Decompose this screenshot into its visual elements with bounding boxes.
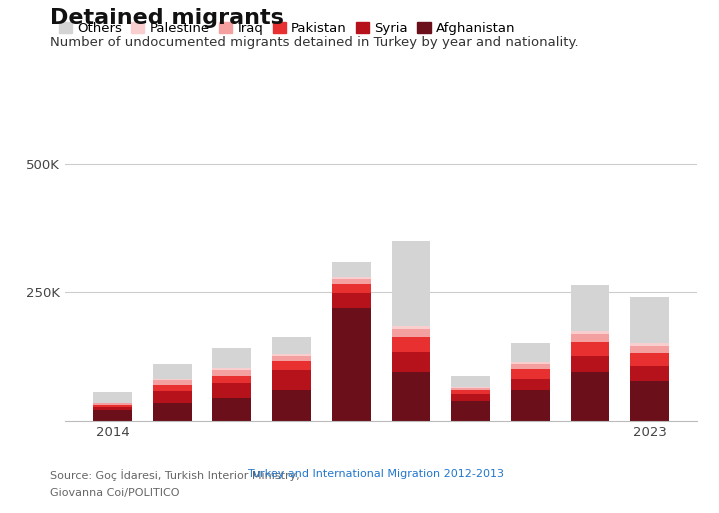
Bar bbox=[392, 372, 430, 421]
Bar bbox=[272, 338, 311, 354]
Bar bbox=[332, 277, 370, 279]
Bar bbox=[272, 370, 311, 390]
Bar bbox=[93, 410, 132, 421]
Bar bbox=[571, 342, 610, 356]
Bar bbox=[93, 403, 132, 405]
Bar bbox=[212, 370, 251, 376]
Bar bbox=[152, 379, 191, 380]
Bar bbox=[93, 407, 132, 410]
Bar bbox=[452, 394, 490, 401]
Bar bbox=[631, 297, 669, 343]
Bar bbox=[392, 352, 430, 372]
Text: Number of undocumented migrants detained in Turkey by year and nationality.: Number of undocumented migrants detained… bbox=[50, 36, 579, 49]
Bar bbox=[212, 368, 251, 370]
Bar bbox=[272, 361, 311, 370]
Bar bbox=[152, 391, 191, 403]
Bar bbox=[452, 387, 490, 388]
Bar bbox=[272, 390, 311, 421]
Bar bbox=[631, 381, 669, 421]
Legend: Others, Palestine, Iraq, Pakistan, Syria, Afghanistan: Others, Palestine, Iraq, Pakistan, Syria… bbox=[59, 22, 516, 35]
Bar bbox=[152, 403, 191, 421]
Bar bbox=[631, 353, 669, 366]
Bar bbox=[511, 379, 550, 390]
Bar bbox=[152, 364, 191, 379]
Bar bbox=[332, 279, 370, 284]
Bar bbox=[511, 369, 550, 379]
Bar bbox=[392, 242, 430, 326]
Bar bbox=[571, 331, 610, 334]
Bar bbox=[212, 376, 251, 383]
Bar bbox=[332, 262, 370, 277]
Bar bbox=[332, 293, 370, 308]
Bar bbox=[272, 356, 311, 361]
Bar bbox=[571, 285, 610, 331]
Bar bbox=[511, 362, 550, 364]
Bar bbox=[511, 343, 550, 362]
Bar bbox=[571, 334, 610, 342]
Bar bbox=[392, 337, 430, 352]
Bar bbox=[631, 346, 669, 353]
Bar bbox=[93, 405, 132, 407]
Bar bbox=[452, 376, 490, 387]
Bar bbox=[93, 392, 132, 403]
Bar bbox=[332, 308, 370, 421]
Bar bbox=[212, 383, 251, 398]
Bar bbox=[452, 401, 490, 421]
Bar bbox=[392, 329, 430, 337]
Text: Turkey and International Migration 2012-2013: Turkey and International Migration 2012-… bbox=[248, 469, 504, 479]
Bar bbox=[631, 343, 669, 346]
Bar bbox=[452, 390, 490, 394]
Bar bbox=[332, 284, 370, 293]
Bar bbox=[452, 388, 490, 390]
Text: Detained migrants: Detained migrants bbox=[50, 8, 284, 28]
Bar bbox=[152, 380, 191, 385]
Bar bbox=[152, 385, 191, 391]
Bar bbox=[272, 354, 311, 356]
Bar bbox=[571, 372, 610, 421]
Bar bbox=[511, 364, 550, 369]
Bar bbox=[631, 366, 669, 381]
Text: Giovanna Coi/POLITICO: Giovanna Coi/POLITICO bbox=[50, 488, 180, 498]
Bar bbox=[511, 390, 550, 421]
Bar bbox=[392, 326, 430, 329]
Text: Source: Goç İdaresi, Turkish Interior Ministry,: Source: Goç İdaresi, Turkish Interior Mi… bbox=[50, 469, 303, 481]
Bar bbox=[212, 398, 251, 421]
Bar bbox=[571, 356, 610, 372]
Bar bbox=[212, 348, 251, 368]
